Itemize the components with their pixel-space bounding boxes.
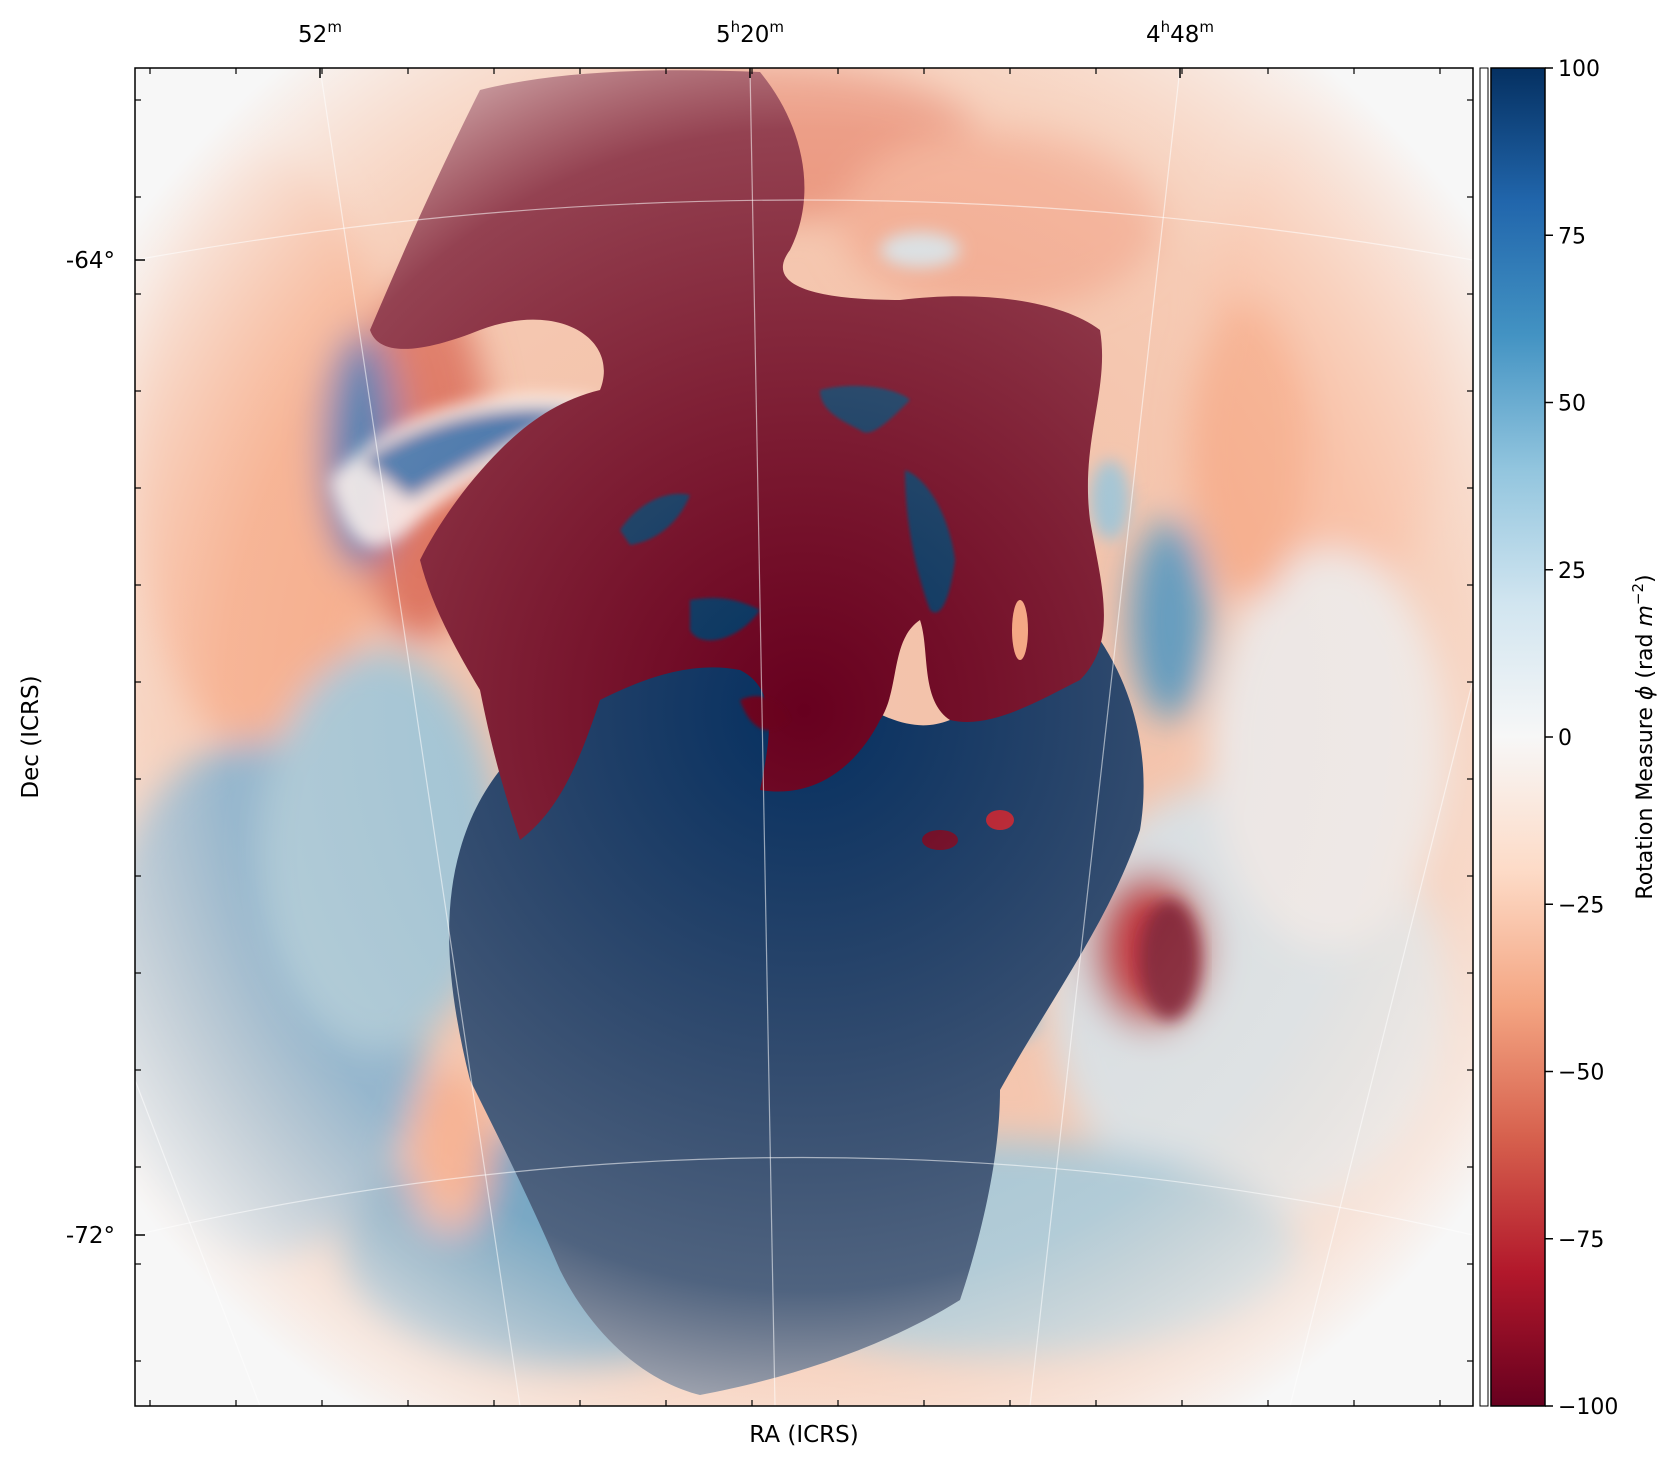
axis-minor-ticks — [135, 68, 1473, 1406]
colorbar-tick-label: −50 — [1558, 1061, 1604, 1086]
colorbar-tick-label: −25 — [1558, 893, 1604, 918]
x-tick-labels: 52m 5h20m 4h48m — [298, 18, 1214, 78]
coordinate-grid — [135, 68, 1473, 1406]
colorbar-tick-label: 75 — [1558, 224, 1586, 249]
x-axis-label: RA (ICRS) — [749, 1422, 858, 1448]
colorbar-tick-label: 50 — [1558, 392, 1586, 417]
colorbar-label: Rotation Measure ϕ (rad m−2) — [1629, 574, 1658, 899]
plot-frame — [134, 67, 1474, 1407]
y-tick-label: -64° — [66, 248, 115, 274]
y-tick-label: -72° — [66, 1223, 115, 1249]
y-tick-labels: -64° -72° — [66, 248, 145, 1249]
colorbar-ticks: 100 75 50 25 0 −25 −50 −75 −100 — [1545, 57, 1618, 1420]
colorbar: 100 75 50 25 0 −25 −50 −75 −100 Rotation Measure… — [1479, 57, 1658, 1420]
colorbar-tick-label: 0 — [1558, 726, 1572, 751]
colorbar-tick-label: 100 — [1558, 57, 1600, 82]
x-tick-label: 4h48m — [1146, 18, 1214, 48]
colorbar-tick-label: 25 — [1558, 559, 1586, 584]
colorbar-tick-label: −100 — [1558, 1395, 1618, 1420]
x-tick-label: 5h20m — [716, 18, 784, 48]
x-tick-label: 52m — [298, 18, 342, 48]
colorbar-tick-label: −75 — [1558, 1228, 1604, 1253]
y-axis-label: Dec (ICRS) — [18, 675, 44, 798]
colorbar-spacer — [1479, 67, 1489, 1407]
rotation-measure-map — [135, 68, 1473, 1406]
colorbar-gradient — [1490, 67, 1546, 1407]
